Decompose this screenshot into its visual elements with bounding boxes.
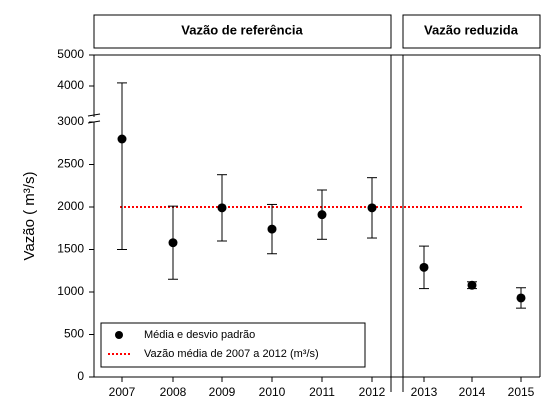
legend-label: Média e desvio padrão bbox=[144, 329, 255, 341]
x-tick-label: 2013 bbox=[411, 385, 438, 399]
data-point bbox=[168, 238, 178, 248]
x-tick-label: 2007 bbox=[109, 385, 136, 399]
axis-break bbox=[87, 113, 101, 117]
x-tick-label: 2014 bbox=[459, 385, 486, 399]
x-tick-label: 2015 bbox=[508, 385, 535, 399]
x-tick-label: 2010 bbox=[259, 385, 286, 399]
x-tick-label: 2011 bbox=[309, 385, 335, 399]
panel-header bbox=[402, 14, 541, 49]
legend-label: Vazão média de 2007 a 2012 (m³/s) bbox=[144, 348, 319, 360]
data-point bbox=[317, 210, 327, 220]
y-tick-label: 0 bbox=[77, 369, 84, 383]
y-tick-label: 500 bbox=[64, 327, 84, 341]
data-point bbox=[467, 280, 477, 290]
panel-title: Vazão reduzida bbox=[424, 22, 519, 37]
legend-marker bbox=[115, 331, 123, 339]
y-tick-label: 2000 bbox=[57, 199, 84, 213]
y-tick-label: 2500 bbox=[57, 157, 84, 171]
panel-title: Vazão de referência bbox=[181, 22, 303, 37]
y-tick-label: 3000 bbox=[57, 114, 84, 128]
data-point bbox=[516, 293, 526, 303]
data-point bbox=[217, 203, 227, 213]
x-tick-label: 2008 bbox=[160, 385, 187, 399]
y-tick-label: 5000 bbox=[57, 47, 84, 61]
legend bbox=[100, 322, 366, 368]
frame bbox=[87, 54, 541, 392]
y-axis-label: Vazão ( m³/s) bbox=[21, 172, 38, 261]
x-tick-label: 2012 bbox=[359, 385, 386, 399]
data-point bbox=[117, 134, 127, 144]
panel-header bbox=[93, 14, 392, 49]
y-tick-label: 4000 bbox=[57, 78, 84, 92]
y-tick-label: 1500 bbox=[57, 242, 84, 256]
y-tick-label: 1000 bbox=[57, 284, 84, 298]
data-point bbox=[367, 203, 377, 213]
data-point bbox=[267, 224, 277, 234]
x-tick-label: 2009 bbox=[209, 385, 236, 399]
data-point bbox=[419, 262, 429, 272]
